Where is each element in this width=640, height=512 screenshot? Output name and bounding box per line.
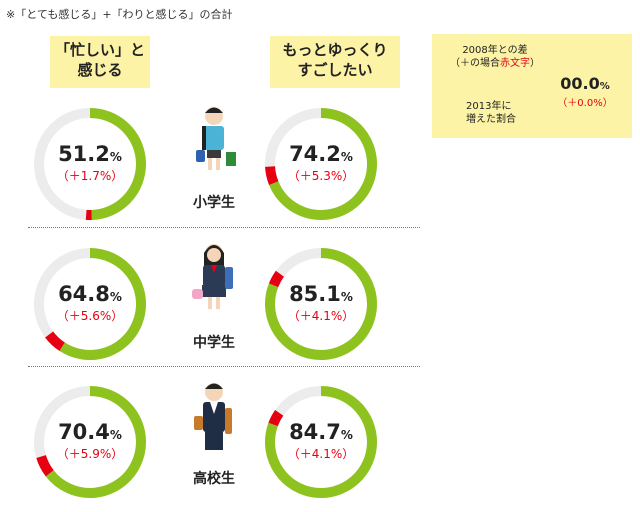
legend-line2-suffix: ） xyxy=(530,58,540,69)
unit-label: % xyxy=(340,428,353,442)
column-header-busy: 「忙しい」と 感じる xyxy=(50,36,150,88)
donut-slow-elementary-value-arc xyxy=(269,108,377,220)
donut-busy-high-value-arc xyxy=(45,386,146,498)
grade-label-high: 高校生 xyxy=(193,471,235,487)
ring-label-slow-middle: 85.1% （＋4.1%） xyxy=(266,282,376,324)
column-header-busy-line2: 感じる xyxy=(77,61,123,79)
ring-label-busy-high: 70.4% （＋5.9%） xyxy=(35,420,145,462)
donut-slow-elementary-increase-arc xyxy=(265,166,279,185)
donut-busy-middle-increase-arc xyxy=(45,331,66,351)
row-divider xyxy=(28,227,420,228)
elementary-student-icon xyxy=(196,107,236,170)
donut-slow-high-increase-arc xyxy=(268,409,284,427)
legend-line4: 増えた割合 xyxy=(466,114,516,125)
legend-increase-explanation: 2013年に 増えた割合 xyxy=(466,100,516,126)
legend-line3: 2013年に xyxy=(466,101,512,112)
legend-line1: 2008年との差 xyxy=(462,45,528,56)
column-header-slow-line2: すごしたい xyxy=(297,61,373,79)
value-label: 64.8 xyxy=(58,282,110,306)
donut-busy-elementary-value-arc xyxy=(89,108,146,220)
legend-line2-prefix: （＋の場合 xyxy=(450,58,500,69)
middle-school-student-icon xyxy=(192,244,233,309)
row-divider xyxy=(28,366,420,367)
column-header-slow-line1: もっとゆっくり xyxy=(282,41,388,59)
ring-label-slow-high: 84.7% （＋4.1%） xyxy=(266,420,376,462)
unit-label: % xyxy=(340,290,353,304)
diff-label: （＋1.7%） xyxy=(56,169,124,183)
legend-example-diff: （＋0.0%） xyxy=(557,98,613,109)
diff-label: （＋5.6%） xyxy=(56,309,124,323)
legend-example-unit: % xyxy=(599,81,610,92)
diff-label: （＋4.1%） xyxy=(287,447,355,461)
column-header-slow: もっとゆっくり すごしたい xyxy=(270,36,400,88)
ring-label-slow-elementary: 74.2% （＋5.3%） xyxy=(266,142,376,184)
column-header-busy-line1: 「忙しい」と xyxy=(54,41,145,59)
legend-diff-explanation: 2008年との差 （＋の場合赤文字） xyxy=(450,44,540,70)
unit-label: % xyxy=(109,290,122,304)
value-label: 70.4 xyxy=(58,420,110,444)
grade-label-middle: 中学生 xyxy=(193,335,235,351)
grade-label-elementary: 小学生 xyxy=(193,195,235,211)
value-label: 51.2 xyxy=(58,142,110,166)
donut-busy-middle-value-arc xyxy=(59,248,146,360)
value-label: 85.1 xyxy=(289,282,341,306)
value-label: 84.7 xyxy=(289,420,341,444)
diff-label: （＋5.3%） xyxy=(287,169,355,183)
donut-slow-middle-value-arc xyxy=(265,248,377,360)
legend-example-value: 00.0% xyxy=(550,74,620,93)
unit-label: % xyxy=(340,150,353,164)
footnote: ※「とても感じる」+「わりと感じる」の合計 xyxy=(6,8,233,21)
unit-label: % xyxy=(109,428,122,442)
value-label: 74.2 xyxy=(289,142,341,166)
donut-slow-middle-increase-arc xyxy=(268,270,285,288)
unit-label: % xyxy=(109,150,122,164)
high-school-student-icon xyxy=(194,383,232,450)
legend-box: 2008年との差 （＋の場合赤文字） 2013年に 増えた割合 00.0% （＋… xyxy=(432,34,632,138)
diff-label: （＋5.9%） xyxy=(56,447,124,461)
diff-label: （＋4.1%） xyxy=(287,309,355,323)
ring-label-busy-middle: 64.8% （＋5.6%） xyxy=(35,282,145,324)
ring-label-busy-elementary: 51.2% （＋1.7%） xyxy=(35,142,145,184)
donut-slow-high-value-arc xyxy=(265,386,377,498)
legend-example-number: 00.0 xyxy=(560,74,600,93)
donut-busy-high-increase-arc xyxy=(36,454,54,477)
legend-line2-red: 赤文字 xyxy=(500,58,530,69)
